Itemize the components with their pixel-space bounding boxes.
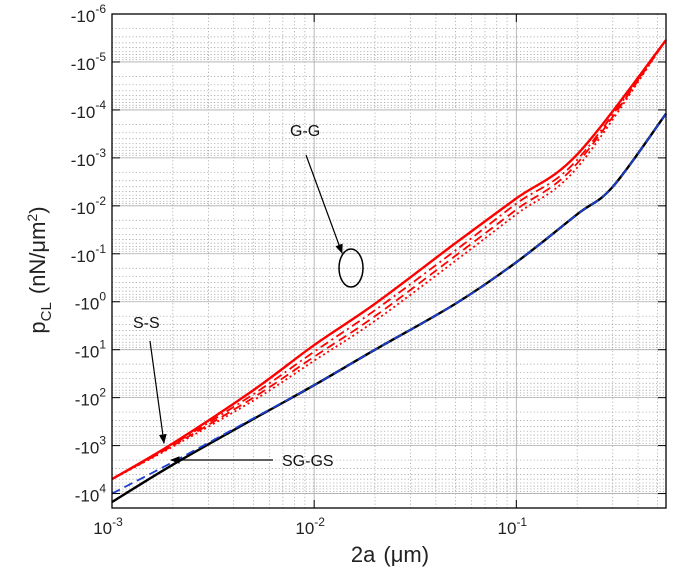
grid xyxy=(111,13,666,509)
y-tick-label: -103 xyxy=(75,434,107,458)
y-tick-label: -10-5 xyxy=(71,50,107,74)
gg-arrow xyxy=(305,154,343,254)
y-tick-label: -100 xyxy=(75,290,107,314)
annotations: G-G S-S SG-GS xyxy=(133,123,364,470)
gg-series-2 xyxy=(111,39,667,480)
plot-frame xyxy=(111,13,667,509)
y-tick-label: -10-3 xyxy=(71,146,107,170)
sggs-label: SG-GS xyxy=(282,453,334,470)
gg-series-1 xyxy=(111,39,667,481)
y-tick-label: -101 xyxy=(75,338,107,362)
x-tick-label: 10-3 xyxy=(93,515,123,538)
y-tick-label: -102 xyxy=(75,386,107,410)
gg-label: G-G xyxy=(290,123,320,140)
y-tick-label: -10-4 xyxy=(71,98,107,122)
y-tick-label: -104 xyxy=(75,482,107,506)
y-tick-label: -10-6 xyxy=(71,2,107,26)
ticks: 10-3 10-2 10-1 -10-6 -10-5 -10-4 -10-3 -10-2 -10… xyxy=(71,2,666,538)
series-layer xyxy=(111,39,667,504)
y-tick-label: -10-2 xyxy=(71,194,107,218)
gg-series-4 xyxy=(111,39,667,480)
gg-series-3 xyxy=(111,39,667,480)
ss-label: S-S xyxy=(133,315,160,332)
y-tick-label: -10-1 xyxy=(71,242,107,266)
ss-series xyxy=(111,113,667,504)
sggs-series xyxy=(111,113,667,495)
ss-arrow xyxy=(149,340,167,444)
x-tick-label: 10-1 xyxy=(498,515,528,538)
x-tick-label: 10-2 xyxy=(295,515,325,538)
x-axis-label: 2a (μm) xyxy=(351,542,429,567)
gg-ellipse xyxy=(338,248,364,288)
y-axis-label: pCL(nN/μm2) xyxy=(24,206,55,333)
